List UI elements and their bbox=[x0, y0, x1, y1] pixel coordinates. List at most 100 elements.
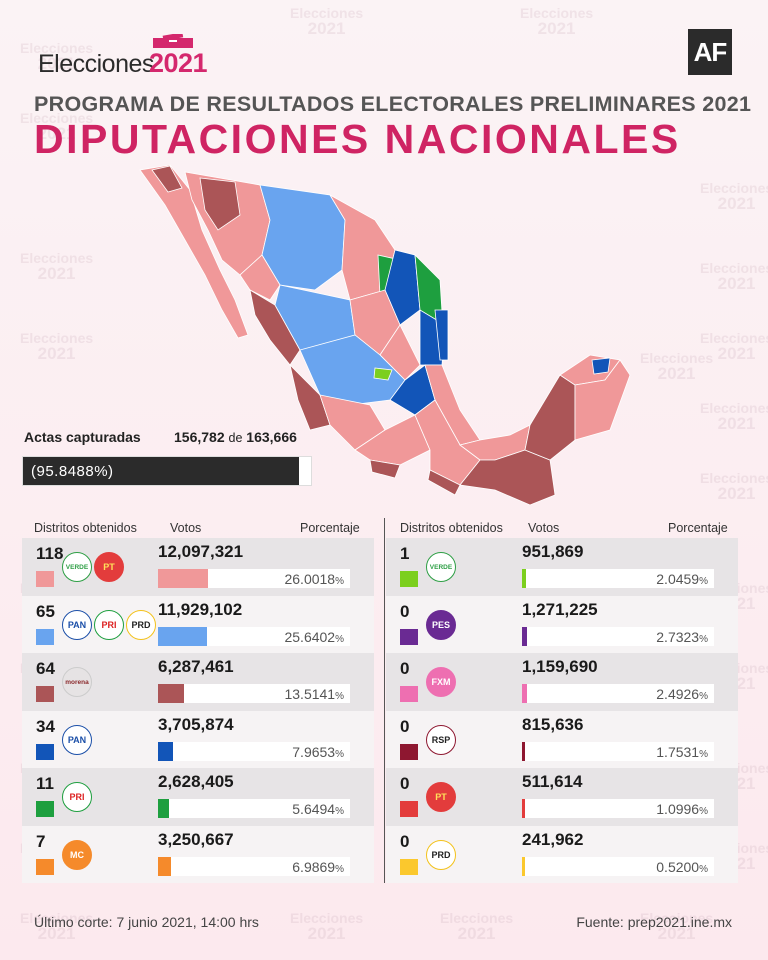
subtitle: PROGRAMA DE RESULTADOS ELECTORALES PRELI… bbox=[34, 92, 752, 116]
page-title: DIPUTACIONES NACIONALES bbox=[34, 116, 681, 162]
map-region-quintana-roo bbox=[574, 359, 631, 441]
votes-value: 11,929,102 bbox=[158, 599, 243, 619]
party-color-swatch bbox=[400, 801, 418, 817]
watermark-year: 2021 bbox=[717, 344, 756, 363]
percentage-number: 13.5141 bbox=[284, 686, 336, 702]
table-divider bbox=[384, 518, 385, 883]
votes-value: 511,614 bbox=[522, 772, 583, 791]
watermark-word: Elecciones bbox=[700, 330, 768, 346]
source: Fuente: prep2021.ine.mx bbox=[576, 914, 732, 930]
percentage-value: 25.6402% bbox=[284, 629, 344, 645]
actas-progress-bar: (95.8488%) bbox=[22, 456, 312, 486]
votes-value: 1,159,690 bbox=[522, 657, 598, 676]
percentage-suffix: % bbox=[335, 576, 344, 587]
party-logo: PT bbox=[94, 552, 124, 582]
votes-value: 3,705,874 bbox=[158, 714, 234, 734]
watermark-year: 2021 bbox=[717, 414, 756, 433]
votes-value: 2,628,405 bbox=[158, 772, 234, 791]
watermark-word: Elecciones bbox=[20, 250, 94, 266]
party-logo: PRD bbox=[126, 609, 156, 640]
districts-value: 0 bbox=[400, 831, 410, 851]
percentage-suffix: % bbox=[699, 691, 708, 702]
percentage-number: 25.6402 bbox=[284, 628, 336, 645]
watermark-word: Elecciones bbox=[20, 910, 94, 926]
party-color-swatch bbox=[36, 858, 54, 875]
vote-bar-track: 13.5141% bbox=[158, 684, 350, 703]
map-region-nuevo-leon bbox=[384, 249, 421, 326]
percentage-number: 6.9869 bbox=[292, 858, 336, 875]
vote-bar-track: 2.7323% bbox=[522, 626, 714, 646]
actas-total: 163,666 bbox=[246, 429, 297, 445]
percentage-value: 7.9653% bbox=[292, 744, 344, 760]
actas-connector: de bbox=[228, 431, 243, 445]
vote-bar bbox=[522, 569, 526, 588]
party-logo: VERDE bbox=[426, 552, 456, 582]
results-table-left: 118 VERDE PT 12,097,321 26.0018% 65 PAN PRI PRD 1… bbox=[22, 538, 374, 883]
percentage-suffix: % bbox=[335, 691, 344, 702]
party-logos: PRD bbox=[426, 839, 456, 874]
percentage-number: 1.7531 bbox=[656, 743, 700, 760]
party-color-swatch bbox=[36, 743, 54, 760]
percentage-suffix: % bbox=[699, 633, 708, 645]
party-color-swatch bbox=[400, 858, 418, 875]
districts-value: 64 bbox=[36, 659, 55, 678]
table-row: 0 RSP 815,636 1.7531% bbox=[386, 710, 738, 768]
votes-value: 241,962 bbox=[522, 829, 584, 849]
districts-value: 0 bbox=[400, 716, 410, 736]
party-logo: RSP bbox=[426, 724, 456, 755]
watermark-word: Elecciones bbox=[20, 40, 94, 56]
actas-label: Actas capturadas bbox=[24, 429, 141, 445]
percentage-value: 0.5200% bbox=[656, 859, 708, 875]
actas-captured: 156,782 bbox=[174, 429, 225, 445]
map-region-chiapas bbox=[459, 449, 556, 506]
party-logo: PRI bbox=[62, 782, 92, 812]
col-percentage-right: Porcentaje bbox=[668, 521, 728, 535]
party-logo: PRI bbox=[94, 609, 124, 640]
actas-progress-fill bbox=[23, 457, 300, 485]
table-row: 0 PT 511,614 1.0996% bbox=[386, 768, 738, 826]
votes-value: 12,097,321 bbox=[158, 542, 244, 561]
elecciones-logo: Elecciones 2021 bbox=[38, 32, 218, 78]
percentage-value: 26.0018% bbox=[284, 571, 344, 587]
col-votes-left: Votos bbox=[170, 521, 202, 535]
party-logo: PAN bbox=[62, 609, 92, 640]
vote-bar bbox=[158, 569, 208, 588]
percentage-value: 2.7323% bbox=[656, 629, 708, 645]
watermark-word: Elecciones bbox=[640, 350, 714, 366]
party-logos: FXM bbox=[426, 667, 456, 701]
vote-bar bbox=[158, 684, 184, 703]
mexico-results-map bbox=[139, 164, 631, 506]
vote-bar-track: 2.0459% bbox=[522, 569, 714, 588]
party-logo: VERDE bbox=[62, 552, 92, 582]
percentage-number: 1.0996 bbox=[656, 801, 700, 817]
party-logo: MC bbox=[62, 839, 92, 870]
watermark-word: Elecciones bbox=[290, 910, 364, 926]
districts-value: 0 bbox=[400, 774, 410, 793]
vote-bar bbox=[158, 856, 172, 876]
party-logos: morena bbox=[62, 667, 92, 701]
party-logo: PAN bbox=[62, 724, 92, 755]
map-region-chihuahua-west bbox=[239, 254, 281, 301]
percentage-suffix: % bbox=[699, 576, 708, 587]
party-logos: PAN bbox=[62, 724, 92, 759]
votes-value: 3,250,667 bbox=[158, 829, 234, 849]
map-region-baja-north bbox=[151, 165, 183, 193]
watermark-year: 2021 bbox=[307, 924, 346, 943]
watermark-word: Elecciones bbox=[440, 910, 514, 926]
vote-bar bbox=[522, 799, 525, 818]
vote-bar-track: 2.4926% bbox=[522, 684, 714, 703]
watermark-word: Elecciones bbox=[290, 5, 364, 21]
watermark-year: 2021 bbox=[537, 19, 576, 38]
party-color-swatch bbox=[400, 686, 418, 702]
